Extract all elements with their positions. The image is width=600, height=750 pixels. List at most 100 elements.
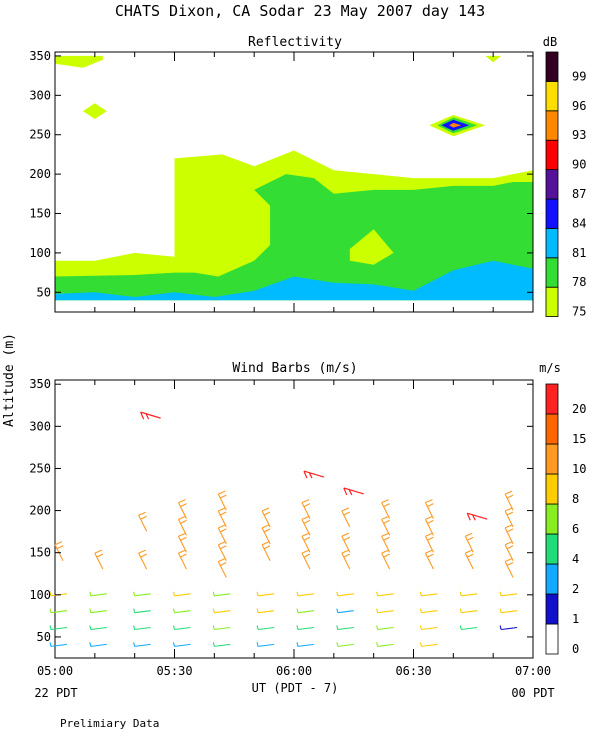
- wind-barb: [177, 532, 187, 553]
- wind-barb: [140, 411, 161, 420]
- colorbar-segment: [545, 473, 559, 505]
- wind-barb: [133, 608, 151, 614]
- wind-barb: [504, 541, 514, 561]
- reflectivity-patch: [55, 55, 103, 68]
- y-tick-label: 250: [29, 128, 51, 142]
- wind-barb: [504, 490, 514, 511]
- wind-barb: [89, 608, 107, 614]
- reflectivity-title: Reflectivity: [248, 35, 342, 50]
- wind-barb: [177, 549, 187, 570]
- wind-barb: [336, 642, 354, 647]
- wind-barb: [301, 549, 311, 570]
- wind-barb: [301, 515, 311, 536]
- reflectivity-patch: [82, 103, 107, 119]
- x-tick-label: 07:00: [515, 664, 551, 678]
- colorbar-segment: [545, 286, 559, 318]
- wind-barb: [301, 499, 311, 519]
- colorbar-segment: [545, 503, 559, 535]
- windbarbs-colorbar-unit: m/s: [539, 361, 561, 375]
- reflectivity-patch: [485, 55, 502, 63]
- windbarbs-plot-frame: [54, 379, 534, 659]
- colorbar-segment: [545, 413, 559, 445]
- wind-barb: [419, 625, 438, 631]
- wind-barb: [296, 642, 315, 647]
- wind-barb: [296, 608, 315, 614]
- y-tick-label: 100: [29, 246, 51, 260]
- wind-barb: [212, 642, 231, 647]
- colorbar-segment: [545, 257, 559, 288]
- colorbar-tick-label: 0: [572, 642, 579, 656]
- colorbar-segment: [545, 81, 559, 112]
- wind-barb: [504, 507, 514, 528]
- y-tick-label: 150: [29, 546, 51, 560]
- wind-barb: [212, 591, 231, 597]
- colorbar-segment: [545, 51, 559, 82]
- wind-barb: [133, 591, 151, 597]
- colorbar-tick-label: 6: [572, 522, 579, 536]
- wind-barb: [419, 608, 438, 614]
- wind-barb: [172, 591, 191, 597]
- reflectivity-colorbar: 75 78 81 84 87 90 93 96 99: [545, 51, 586, 319]
- reflectivity-region: [55, 174, 533, 301]
- wind-barb: [336, 625, 354, 631]
- colorbar-tick-label: 20: [572, 402, 586, 416]
- wind-barb: [177, 515, 187, 536]
- reflectivity-colorbar-unit: dB: [543, 35, 557, 49]
- wind-barb: [424, 499, 434, 519]
- y-tick-label: 300: [29, 88, 51, 102]
- wind-barb: [499, 591, 518, 597]
- colorbar-tick-label: 78: [572, 275, 586, 289]
- colorbar-segment: [545, 110, 559, 141]
- colorbar-segment: [545, 563, 559, 595]
- colorbar-segment: [545, 443, 559, 475]
- wind-barb: [459, 625, 478, 631]
- wind-barb: [376, 591, 394, 597]
- wind-barb: [381, 549, 391, 570]
- wind-barb: [261, 541, 271, 561]
- wind-barb: [424, 532, 434, 553]
- wind-barb: [504, 524, 514, 545]
- wind-barb: [217, 490, 227, 511]
- windbarbs-axes: 50 100 150 200 250 300 350 05:00 05:30 06:00 06:30…: [29, 377, 551, 678]
- wind-barb: [381, 499, 391, 519]
- wind-barb: [133, 625, 151, 631]
- colorbar-tick-label: 93: [572, 128, 586, 142]
- y-tick-label: 200: [29, 504, 51, 518]
- wind-barb: [49, 642, 68, 647]
- wind-barb: [217, 524, 227, 545]
- wind-barb: [336, 608, 354, 614]
- colorbar-tick-label: 96: [572, 99, 586, 113]
- wind-barb: [89, 591, 107, 597]
- colorbar-tick-label: 2: [572, 582, 579, 596]
- wind-barb: [89, 642, 107, 647]
- wind-barb: [424, 515, 434, 536]
- colorbar-tick-label: 1: [572, 612, 579, 626]
- figure-title: CHATS Dixon, CA Sodar 23 May 2007 day 14…: [115, 2, 485, 20]
- reflectivity-patch: [349, 229, 394, 265]
- wind-barb: [296, 591, 315, 597]
- wind-barb: [256, 625, 275, 631]
- y-tick-label: 350: [29, 377, 51, 391]
- colorbar-tick-label: 99: [572, 69, 586, 83]
- x-left-local-label: 22 PDT: [34, 686, 77, 700]
- wind-barb: [341, 532, 351, 553]
- wind-barb: [341, 549, 351, 570]
- wind-barb: [54, 541, 64, 561]
- wind-barb: [172, 625, 191, 631]
- wind-barb: [459, 608, 478, 614]
- x-tick-label: 05:30: [156, 664, 192, 678]
- y-tick-label: 250: [29, 461, 51, 475]
- wind-barb: [301, 532, 311, 553]
- y-tick-label: 300: [29, 419, 51, 433]
- wind-barb: [261, 507, 271, 528]
- colorbar-tick-label: 81: [572, 246, 586, 260]
- wind-barb: [381, 532, 391, 553]
- wind-barb: [94, 549, 104, 570]
- reflectivity-region: [55, 260, 533, 301]
- wind-barb: [138, 511, 148, 532]
- wind-barb: [499, 625, 518, 631]
- wind-barb: [381, 515, 391, 536]
- x-tick-label: 06:30: [395, 664, 431, 678]
- wind-barb: [256, 642, 275, 647]
